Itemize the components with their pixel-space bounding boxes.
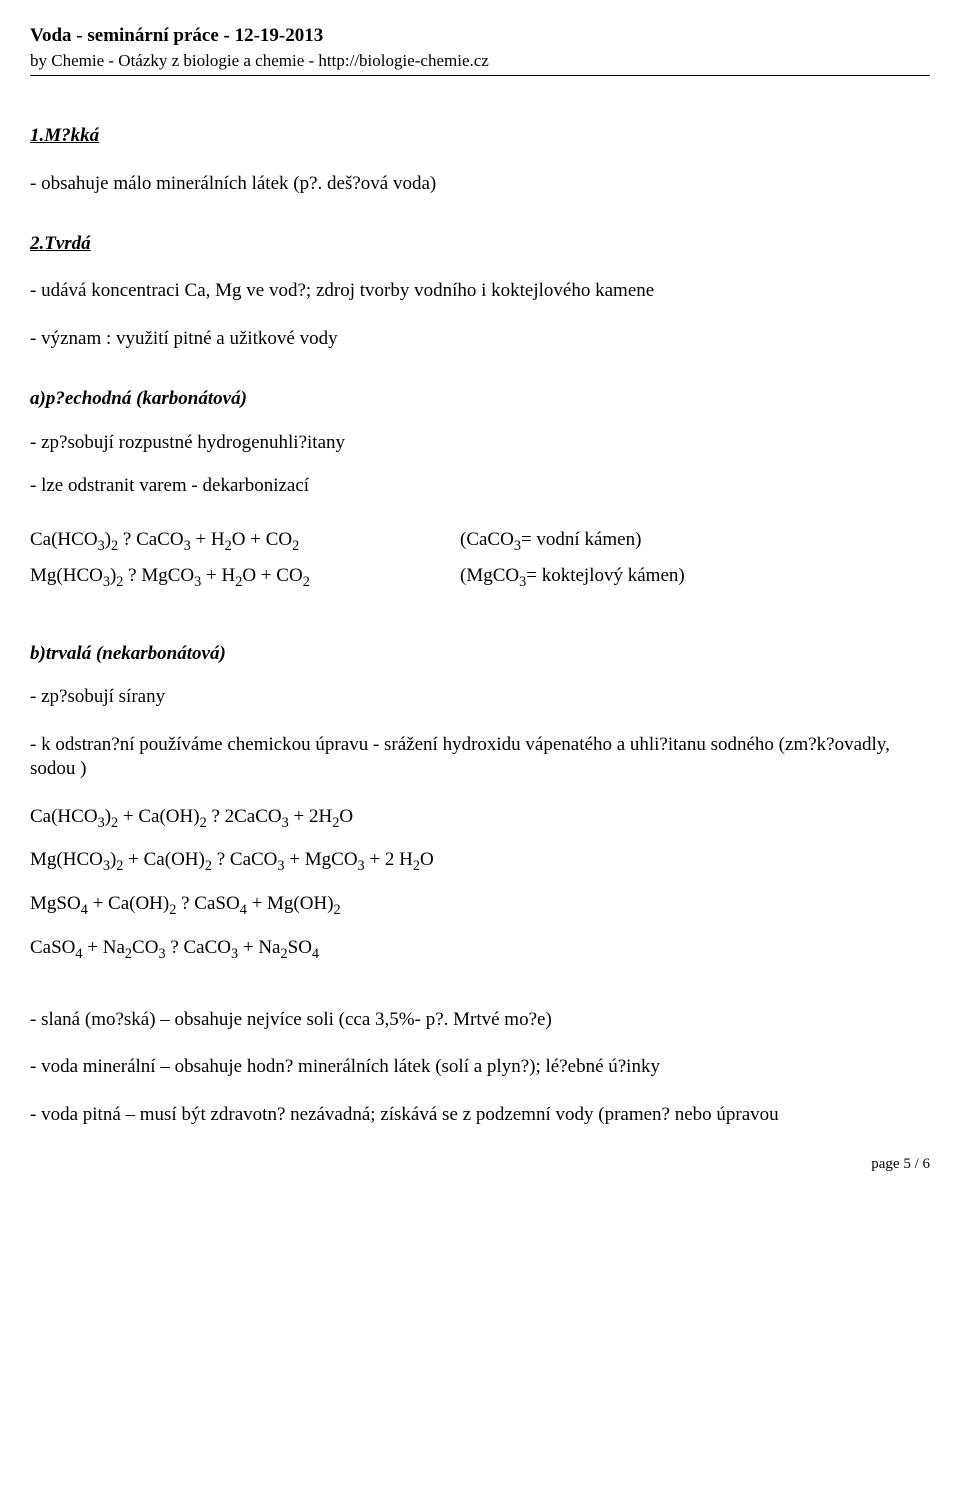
section-mekka: 1.M?kká - obsahuje málo minerálních láte… [30, 124, 930, 196]
eq-line-2: Mg(HCO3)2 + Ca(OH)2 ? CaCO3 + MgCO3 + 2 … [30, 848, 930, 872]
para-prechodna-2: - lze odstranit varem - dekarbonizací [30, 474, 930, 498]
table-row: Ca(HCO3)2 ? CaCO3 + H2O + CO2 (CaCO3= vo… [30, 522, 685, 558]
section-prechodna: a)p?echodná (karbonátová) - zp?sobují ro… [30, 387, 930, 594]
header-rule [30, 75, 930, 76]
heading-trvala: b)trvalá (nekarbonátová) [30, 642, 930, 666]
eq-lhs: Ca(HCO3)2 ? CaCO3 + H2O + CO2 [30, 522, 460, 558]
eq-line-3: MgSO4 + Ca(OH)2 ? CaSO4 + Mg(OH)2 [30, 892, 930, 916]
eq-rhs: (CaCO3= vodní kámen) [460, 522, 685, 558]
para-tvrda-2: - význam : využití pitné a užitkové vody [30, 327, 930, 351]
eq-line-1: Ca(HCO3)2 + Ca(OH)2 ? 2CaCO3 + 2H2O [30, 805, 930, 829]
page-header: Voda - seminární práce - 12-19-2013 by C… [30, 24, 930, 76]
para-trvala-2: - k odstran?ní používáme chemickou úprav… [30, 733, 930, 781]
table-row: Mg(HCO3)2 ? MgCO3 + H2O + CO2 (MgCO3= ko… [30, 558, 685, 594]
eq-line-4: CaSO4 + Na2CO3 ? CaCO3 + Na2SO4 [30, 936, 930, 960]
para-pitna: - voda pitná – musí být zdravotn? nezáva… [30, 1103, 930, 1127]
para-tvrda-1: - udává koncentraci Ca, Mg ve vod?; zdro… [30, 279, 930, 303]
section-ostatni: - slaná (mo?ská) – obsahuje nejvíce soli… [30, 1008, 930, 1127]
para-trvala-1: - zp?sobují sírany [30, 685, 930, 709]
section-trvala: b)trvalá (nekarbonátová) - zp?sobují sír… [30, 642, 930, 960]
heading-mekka: 1.M?kká [30, 124, 930, 148]
header-title: Voda - seminární práce - 12-19-2013 [30, 24, 930, 48]
para-mekka-1: - obsahuje málo minerálních látek (p?. d… [30, 172, 930, 196]
para-slana: - slaná (mo?ská) – obsahuje nejvíce soli… [30, 1008, 930, 1032]
header-subtitle: by Chemie - Otázky z biologie a chemie -… [30, 50, 930, 71]
page-footer: page 5 / 6 [30, 1155, 930, 1174]
para-mineralni: - voda minerální – obsahuje hodn? minerá… [30, 1055, 930, 1079]
para-prechodna-1: - zp?sobují rozpustné hydrogenuhli?itany [30, 431, 930, 455]
eq-lhs: Mg(HCO3)2 ? MgCO3 + H2O + CO2 [30, 558, 460, 594]
heading-prechodna: a)p?echodná (karbonátová) [30, 387, 930, 411]
eq-rhs: (MgCO3= koktejlový kámen) [460, 558, 685, 594]
eq-table-prechodna: Ca(HCO3)2 ? CaCO3 + H2O + CO2 (CaCO3= vo… [30, 522, 685, 594]
heading-tvrda: 2.Tvrdá [30, 232, 930, 256]
section-tvrda: 2.Tvrdá - udává koncentraci Ca, Mg ve vo… [30, 232, 930, 351]
